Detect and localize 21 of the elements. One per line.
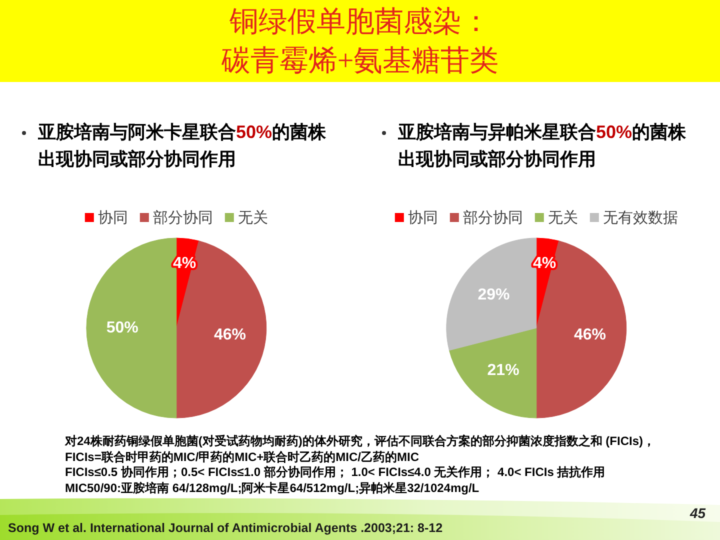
text: MIC50/90:亚胺培南 64/128mg/L;阿米卡星64/512mg/L;异帕米星32/1024mg/L	[65, 480, 480, 496]
chart-title: 亚胺培南与异帕米星联合50%的菌株出现协同或部分协同作用	[398, 122, 686, 169]
data-label: 29%	[478, 286, 510, 304]
legend-label: 协同	[408, 210, 438, 226]
legend-label: 无关	[548, 210, 578, 226]
text: 铜绿假单胞菌感染：碳青霉烯+氨基糖苷类	[220, 5, 500, 79]
data-label: 46%	[574, 326, 606, 344]
data-label: 50%	[106, 320, 138, 336]
legend-label: 部分协同	[152, 210, 213, 226]
data-label: 21%	[487, 362, 520, 380]
legend-label: 无有效数据	[602, 210, 678, 226]
text: FICIs≤0.5 协同作用；0.5< FICIs≤1.0 部分协同作用； 1.0< FICIs≤4.0 无关作用； 4.0< FICIs 拮抗作用	[65, 464, 606, 480]
legend-label: 部分协同	[462, 210, 523, 226]
text: Song W et al. International Journal of Antimicrobial Agents .2003;21: 8-12	[8, 520, 443, 536]
text: 对24株耐药铜绿假单胞菌(对受试药物均耐药)的体外研究，评估不同联合方案的部分抑菌浓度指数之和 (FICIs)，	[65, 433, 656, 449]
chart-title: 亚胺培南与阿米卡星联合50%的菌株出现协同或部分协同作用	[38, 122, 326, 169]
legend-label: 无关	[238, 210, 268, 226]
text: 45	[690, 505, 706, 521]
legend-label: 协同	[98, 210, 128, 226]
text: FICIs=联合时甲药的MIC/甲药的MIC+联合时乙药的MIC/乙药的MIC	[65, 448, 420, 464]
data-label: 46%	[214, 326, 246, 344]
